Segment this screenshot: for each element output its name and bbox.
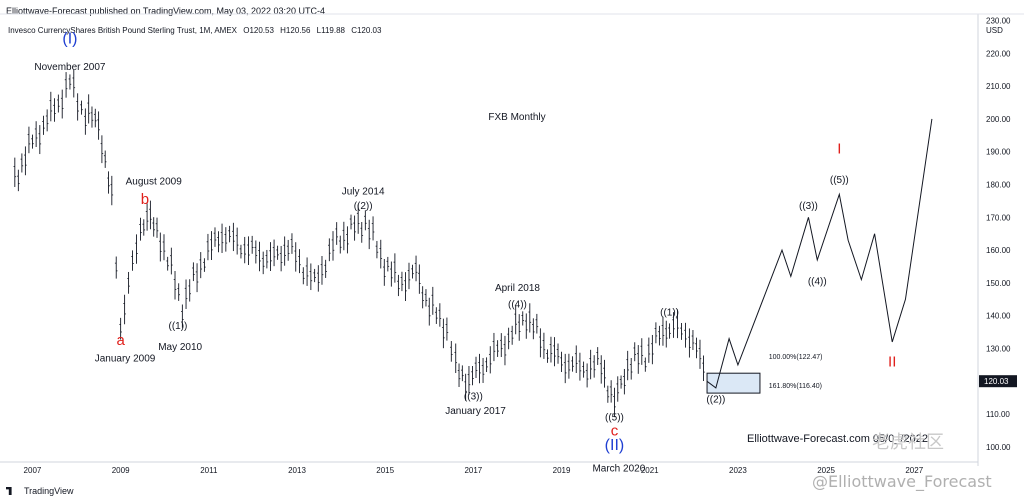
wave-label: April 2018	[495, 283, 540, 294]
wave-label: ((2))	[354, 201, 373, 212]
wave-label: ((4))	[808, 277, 827, 288]
x-tick-label: 2027	[905, 466, 923, 475]
wave-label: a	[116, 332, 125, 349]
target-zone-box	[706, 372, 761, 394]
open-value: O120.53	[243, 26, 274, 35]
current-price-label: 120.03	[984, 377, 1009, 386]
y-tick-label: 140.00	[986, 312, 1011, 321]
wave-label: ((1))	[660, 308, 679, 319]
wave-label: ((5))	[605, 413, 624, 424]
wave-label: I	[837, 140, 841, 157]
tradingview-icon	[6, 487, 12, 495]
wave-label: ((4))	[508, 300, 527, 311]
wave-label: ((3))	[464, 391, 483, 402]
community-watermark: 老虎社区	[872, 432, 944, 453]
y-tick-label: 220.00	[986, 49, 1011, 58]
x-tick-label: 2007	[24, 466, 42, 475]
y-tick-label: 180.00	[986, 181, 1011, 190]
x-tick-label: 2019	[553, 466, 571, 475]
wave-label: March 2020	[592, 463, 645, 474]
wave-label: ((5))	[830, 175, 849, 186]
wave-label: August 2009	[126, 177, 183, 188]
projection-path	[706, 118, 933, 389]
wave-label: January 2009	[95, 354, 156, 365]
y-tick-label: 170.00	[986, 213, 1011, 222]
x-tick-label: 2013	[288, 466, 306, 475]
chart-title: FXB Monthly	[488, 112, 545, 123]
close-value: C120.03	[351, 26, 382, 35]
author-watermark: @Elliottwave_Forecast	[812, 472, 992, 491]
x-tick-label: 2017	[464, 466, 482, 475]
symbol-name[interactable]: Invesco CurrencyShares British Pound Ste…	[8, 26, 237, 35]
wave-label: II	[888, 354, 896, 371]
wave-label: ((2))	[706, 395, 725, 406]
wave-label: May 2010	[158, 342, 202, 353]
wave-label: c	[611, 422, 619, 439]
symbol-legend: Invesco CurrencyShares British Pound Ste…	[8, 26, 385, 35]
wave-label: July 2014	[342, 186, 385, 197]
y-tick-label: 100.00	[986, 443, 1011, 452]
x-tick-label: 2023	[729, 466, 747, 475]
tradingview-label: TradingView	[24, 486, 74, 496]
y-tick-label: 210.00	[986, 82, 1011, 91]
x-tick-label: 2025	[817, 466, 835, 475]
brand-label: Elliottwave-Forecast.com 05/0_/2022	[747, 433, 928, 445]
y-tick-label: 150.00	[986, 279, 1011, 288]
y-tick-label: 110.00	[986, 410, 1010, 419]
wave-label: 161.80%(116.40)	[769, 383, 822, 390]
wave-label: ((1))	[169, 321, 188, 332]
wave-label: 100.00%(122.47)	[769, 354, 823, 361]
wave-label: November 2007	[34, 62, 106, 73]
x-tick-label: 2009	[112, 466, 130, 475]
wave-label: (I)	[62, 31, 77, 48]
tradingview-logo[interactable]: TradingView	[6, 486, 74, 496]
y-tick-label: 190.00	[986, 148, 1011, 157]
publisher-line: Elliottwave-Forecast published on Tradin…	[6, 6, 325, 16]
high-value: H120.56	[280, 26, 311, 35]
current-price-tag	[979, 375, 1017, 388]
y-tick-label: 200.00	[986, 115, 1011, 124]
x-tick-label: 2015	[376, 466, 394, 475]
wave-label: January 2017	[445, 406, 506, 417]
y-tick-label: 230.00	[986, 17, 1011, 26]
y-tick-label: 130.00	[986, 345, 1011, 354]
currency-label: USD	[986, 26, 1003, 35]
y-tick-label: 160.00	[986, 246, 1011, 255]
wave-label: (II)	[605, 437, 625, 454]
x-tick-label: 2021	[641, 466, 659, 475]
low-value: L119.88	[316, 26, 345, 35]
x-tick-label: 2011	[200, 466, 218, 475]
wave-label: ((3))	[799, 201, 818, 212]
wave-label: b	[141, 191, 149, 208]
